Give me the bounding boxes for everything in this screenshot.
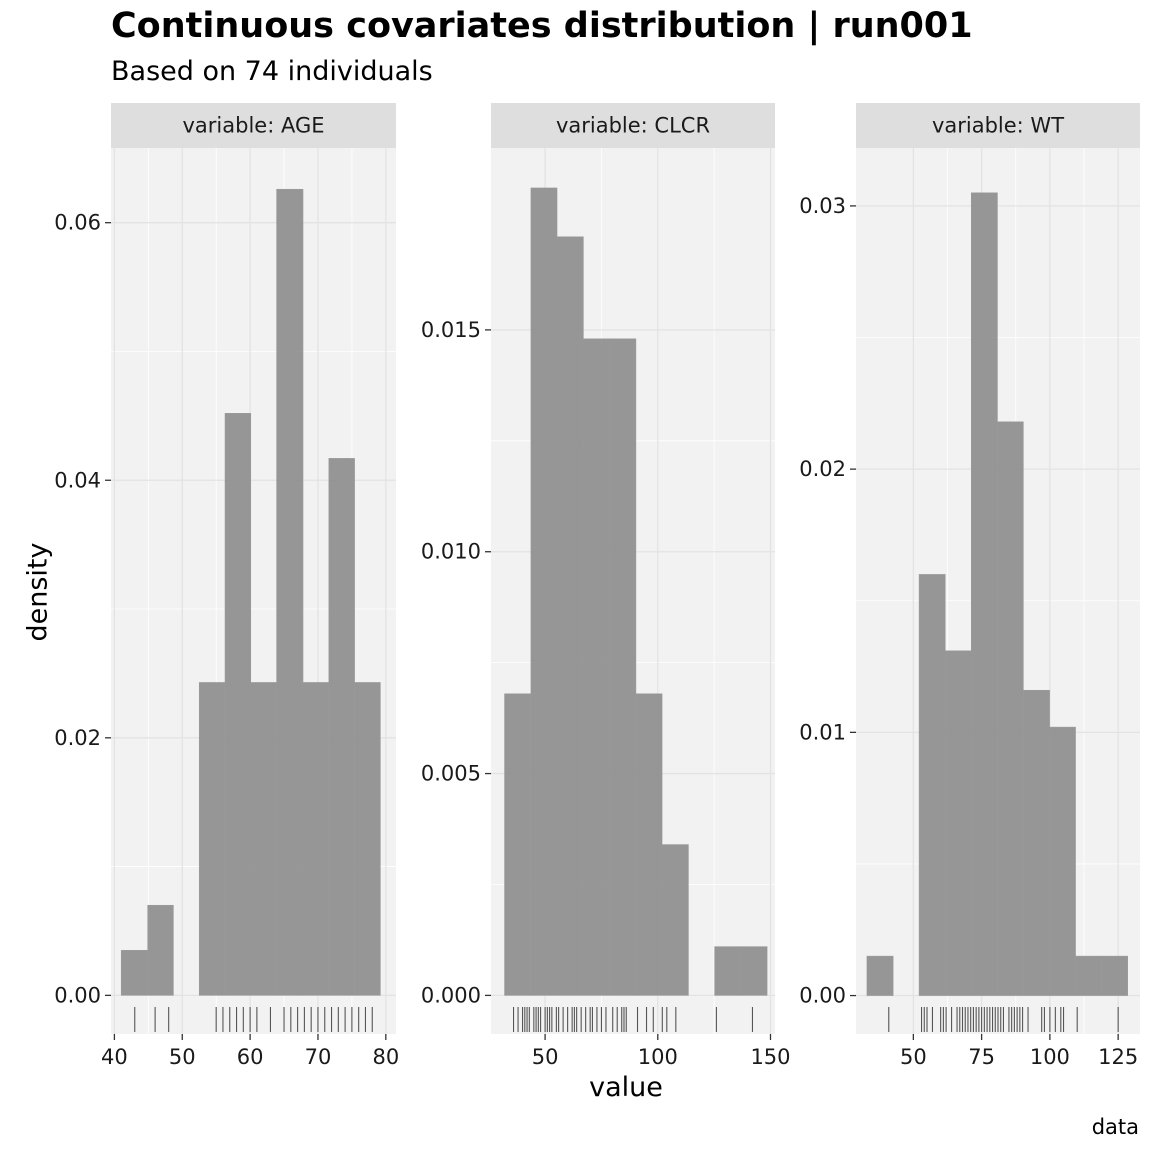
histogram-bar: [661, 844, 689, 996]
histogram-bar: [276, 188, 304, 996]
facet-panel: variable: CLCR 0.000 0.005 0.010 0.015 50 100 1…: [421, 103, 791, 1069]
y-tick-label: 0.04: [54, 468, 101, 492]
histogram-bar: [918, 574, 946, 996]
y-tick-label: 0.010: [421, 540, 481, 564]
histogram-bar: [302, 682, 330, 996]
histogram-bar: [1075, 955, 1103, 996]
histogram-bar: [635, 693, 663, 996]
histogram-bar: [866, 955, 894, 996]
histogram-bar: [504, 693, 532, 996]
histogram-bar: [609, 338, 637, 996]
histogram-bar: [997, 421, 1024, 996]
x-tick-label: 50: [169, 1045, 196, 1069]
chart-caption: data: [1091, 1115, 1139, 1139]
histogram-bar: [740, 946, 768, 996]
histogram-bar: [556, 236, 584, 996]
facet-strip-label: variable: CLCR: [556, 114, 710, 138]
y-tick-label: 0.02: [54, 726, 101, 750]
x-tick-label: 75: [968, 1045, 995, 1069]
histogram-bar: [583, 338, 610, 996]
histogram-bar: [328, 458, 355, 996]
x-tick-label: 70: [305, 1045, 332, 1069]
y-tick-label: 0.00: [799, 984, 846, 1008]
facet-strip-label: variable: WT: [932, 114, 1064, 138]
y-tick-label: 0.000: [421, 983, 481, 1007]
histogram-bar: [1023, 689, 1050, 996]
x-tick-label: 80: [372, 1045, 399, 1069]
y-tick-label: 0.015: [421, 318, 481, 342]
x-tick-label: 100: [1030, 1045, 1070, 1069]
x-tick-label: 100: [638, 1045, 678, 1069]
histogram-bar: [1101, 955, 1128, 996]
facet-strip: [856, 103, 1140, 148]
facet-strip-label: variable: AGE: [182, 114, 324, 138]
y-tick-label: 0.00: [54, 983, 101, 1007]
y-tick-label: 0.03: [799, 194, 846, 218]
histogram-bar: [224, 413, 252, 996]
facet-strip: [111, 103, 396, 148]
histogram-bar: [354, 682, 381, 996]
histogram-bar: [945, 650, 972, 996]
histogram-bar: [970, 192, 998, 996]
histogram-bar: [530, 187, 558, 996]
facet-panel: variable: WT 0.00 0.01 0.02 0.03 50 75 100 125: [799, 103, 1140, 1069]
y-tick-label: 0.06: [54, 211, 101, 235]
x-tick-label: 150: [750, 1045, 790, 1069]
x-tick-label: 125: [1098, 1045, 1138, 1069]
histogram-bar: [147, 904, 174, 996]
histogram-bar: [714, 946, 742, 996]
histogram-bar: [250, 682, 277, 996]
facet-strip: [491, 103, 775, 148]
histogram-bar: [198, 682, 226, 996]
chart-title: Continuous covariates distribution | run…: [111, 6, 973, 46]
histogram-bar: [1049, 726, 1076, 996]
histogram-bar: [120, 950, 148, 996]
x-tick-label: 60: [237, 1045, 264, 1069]
x-tick-label: 40: [101, 1045, 128, 1069]
y-tick-label: 0.005: [421, 762, 481, 786]
chart-subtitle: Based on 74 individuals: [111, 56, 433, 87]
y-tick-label: 0.02: [799, 457, 846, 481]
x-tick-label: 50: [532, 1045, 559, 1069]
x-tick-label: 50: [900, 1045, 927, 1069]
x-axis-label: value: [589, 1072, 663, 1103]
y-tick-label: 0.01: [799, 720, 846, 744]
facet-panel: variable: AGE 0.00 0.02 0.04 0.06 40 50 60 70 80: [54, 103, 399, 1069]
